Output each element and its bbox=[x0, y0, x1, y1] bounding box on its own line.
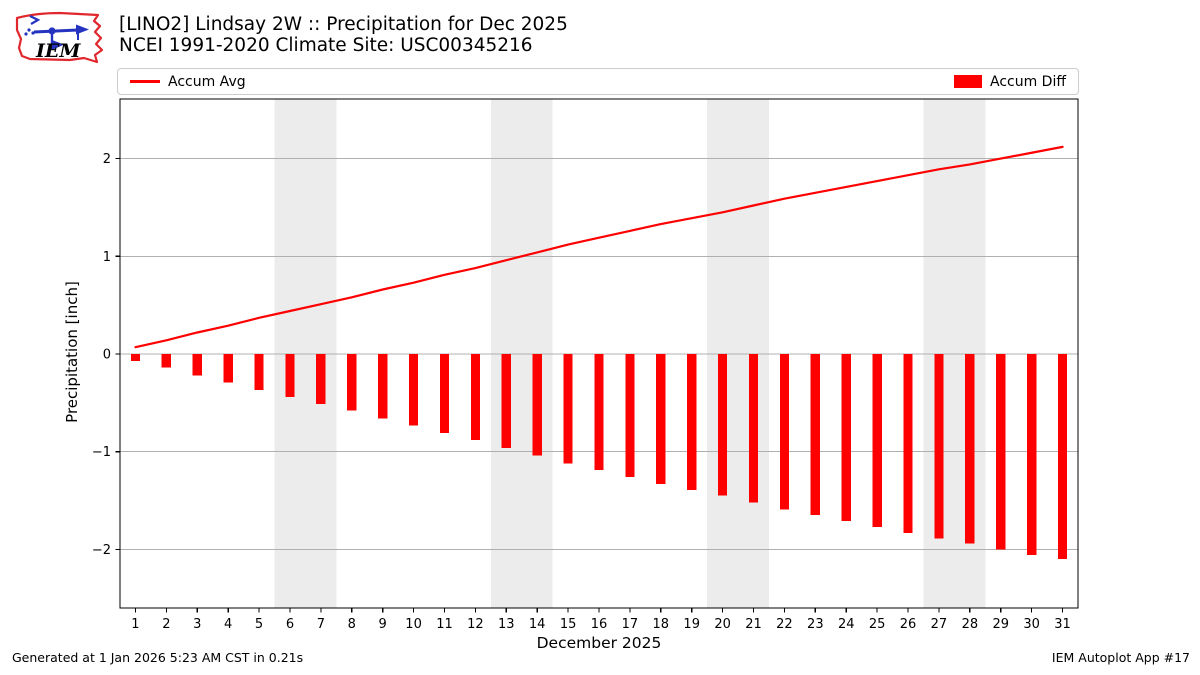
accum-diff-bar bbox=[687, 353, 697, 490]
accum-diff-bar bbox=[192, 353, 202, 376]
accum-diff-bars bbox=[130, 353, 1068, 560]
y-tick-label: 1 bbox=[103, 250, 111, 265]
x-tick-label: 22 bbox=[776, 617, 793, 632]
x-tick-label: 4 bbox=[224, 617, 232, 632]
weather-vane-icon bbox=[24, 15, 89, 50]
x-tick-label: 27 bbox=[931, 617, 948, 632]
x-tick-label: 12 bbox=[467, 617, 484, 632]
x-tick-label: 13 bbox=[498, 617, 515, 632]
y-tick-label: −2 bbox=[92, 543, 111, 558]
x-tick-label: 8 bbox=[348, 617, 356, 632]
accum-diff-bar bbox=[470, 353, 481, 440]
iem-logo: IEM bbox=[15, 11, 104, 64]
x-tick-label: 10 bbox=[405, 617, 422, 632]
accum-diff-bar bbox=[872, 353, 882, 527]
chart-title-block: [LINO2] Lindsay 2W :: Precipitation for … bbox=[119, 14, 568, 56]
x-tick-label: 5 bbox=[255, 617, 263, 632]
x-tick-label: 2 bbox=[162, 617, 170, 632]
legend-item-accum-avg: Accum Avg bbox=[130, 74, 246, 90]
x-tick-label: 15 bbox=[560, 617, 577, 632]
x-tick-label: 6 bbox=[286, 617, 294, 632]
x-tick-label: 20 bbox=[714, 617, 731, 632]
y-tick-label: −1 bbox=[92, 445, 111, 460]
y-tick-label: 0 bbox=[103, 347, 111, 362]
accum-diff-bar bbox=[439, 353, 450, 434]
accum-diff-bar bbox=[625, 353, 635, 478]
accum-diff-bar bbox=[717, 353, 728, 496]
y-tick-label: 2 bbox=[103, 152, 111, 167]
accum-diff-bar bbox=[532, 353, 542, 456]
x-tick-label: 26 bbox=[900, 617, 917, 632]
x-tick-label: 30 bbox=[1023, 617, 1040, 632]
y-ticks: −2 −1 0 1 2 bbox=[92, 152, 120, 558]
iowa-outline bbox=[15, 11, 104, 64]
accum-diff-bar bbox=[934, 353, 944, 539]
accum-avg-line-swatch-icon bbox=[130, 80, 160, 83]
x-tick-label: 11 bbox=[436, 617, 453, 632]
legend-item-accum-diff: Accum Diff bbox=[953, 73, 1066, 90]
accum-diff-bar bbox=[130, 353, 141, 361]
logo-text: IEM bbox=[35, 40, 81, 62]
chart-title: [LINO2] Lindsay 2W :: Precipitation for … bbox=[119, 14, 568, 35]
accum-diff-bar bbox=[1027, 353, 1037, 556]
x-tick-label: 31 bbox=[1054, 617, 1071, 632]
accum-avg-line bbox=[134, 145, 1064, 349]
x-ticks: 1 2 3 4 5 6 7 8 9 10 11 12 13 14 15 16 17 18 19 20 21 22 23 24 2… bbox=[131, 608, 1071, 632]
x-tick-label: 18 bbox=[653, 617, 670, 632]
x-tick-label: 9 bbox=[379, 617, 387, 632]
x-tick-label: 16 bbox=[591, 617, 608, 632]
accum-diff-bar bbox=[1057, 353, 1068, 560]
x-tick-label: 19 bbox=[683, 617, 700, 632]
accum-diff-bar bbox=[223, 353, 233, 383]
accum-diff-bar bbox=[656, 353, 666, 484]
x-tick-label: 1 bbox=[131, 617, 139, 632]
x-tick-label: 17 bbox=[622, 617, 639, 632]
x-tick-label: 29 bbox=[992, 617, 1009, 632]
accum-diff-bar bbox=[594, 353, 604, 471]
legend-label-accum-diff: Accum Diff bbox=[989, 73, 1066, 90]
accum-diff-bar bbox=[903, 353, 913, 533]
accum-diff-bar bbox=[161, 353, 171, 368]
app-credit: IEM Autoplot App #17 bbox=[1051, 650, 1190, 665]
accum-diff-bar bbox=[965, 353, 975, 544]
x-tick-label: 7 bbox=[317, 617, 325, 632]
accum-diff-bar bbox=[316, 353, 326, 404]
accum-diff-bar bbox=[841, 353, 851, 522]
accum-diff-bar bbox=[408, 353, 419, 426]
x-tick-label: 21 bbox=[745, 617, 762, 632]
x-tick-label: 24 bbox=[838, 617, 855, 632]
x-axis-label: December 2025 bbox=[536, 634, 662, 652]
chart-subtitle: NCEI 1991-2020 Climate Site: USC00345216 bbox=[119, 34, 533, 56]
accum-diff-bar bbox=[347, 353, 357, 411]
accum-diff-bar-swatch-icon bbox=[953, 75, 982, 88]
x-tick-label: 23 bbox=[807, 617, 824, 632]
x-tick-label: 14 bbox=[529, 617, 546, 632]
accum-diff-bar bbox=[501, 353, 511, 448]
x-tick-label: 28 bbox=[962, 617, 979, 632]
x-tick-label: 3 bbox=[193, 617, 201, 632]
accum-diff-bar bbox=[996, 353, 1006, 550]
legend-label-accum-avg: Accum Avg bbox=[168, 73, 246, 90]
accum-diff-bar bbox=[563, 353, 573, 464]
generated-timestamp: Generated at 1 Jan 2026 5:23 AM CST in 0… bbox=[12, 650, 304, 665]
accum-diff-bar bbox=[254, 353, 264, 391]
accum-diff-bar bbox=[810, 353, 820, 516]
accum-diff-bar bbox=[779, 353, 790, 510]
legend: Accum Avg Accum Diff bbox=[117, 68, 1079, 95]
accum-diff-bar bbox=[378, 353, 388, 419]
x-tick-label: 25 bbox=[869, 617, 886, 632]
accum-diff-bar bbox=[285, 353, 295, 397]
accum-diff-bar bbox=[748, 353, 759, 503]
